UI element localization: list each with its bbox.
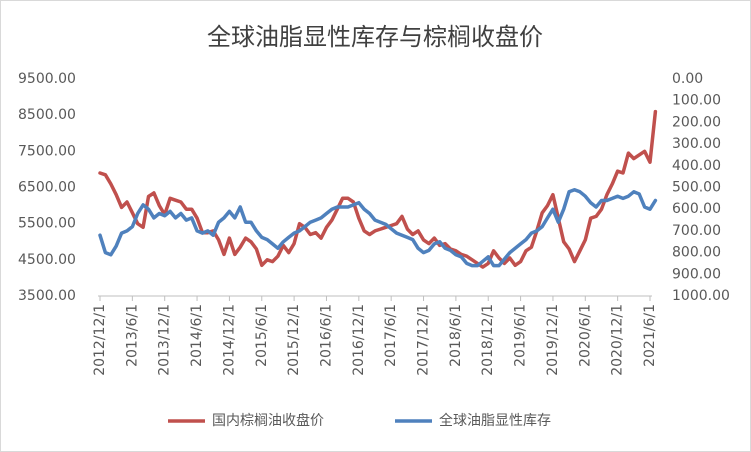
y2-tick-label: 400.00 [672, 158, 721, 174]
x-tick-label: 2014/12/1 [221, 304, 237, 376]
series-line [98, 109, 658, 269]
x-tick-label: 2017/6/1 [383, 304, 399, 367]
x-tick-label: 2021/6/1 [642, 304, 658, 367]
x-tick-label: 2020/12/1 [610, 304, 626, 376]
x-tick-label: 2013/6/1 [124, 304, 140, 367]
y2-tick-label: 1000.00 [672, 288, 730, 304]
y2-tick-label: 0.00 [672, 71, 703, 87]
x-tick-label: 2020/6/1 [577, 304, 593, 367]
x-tick-label: 2017/12/1 [416, 304, 432, 376]
x-tick-label: 2012/12/1 [92, 304, 108, 376]
y2-tick-label: 800.00 [672, 245, 721, 261]
y2-tick-label: 600.00 [672, 201, 721, 217]
x-tick-label: 2016/6/1 [318, 304, 334, 367]
y-tick-label: 6500.00 [18, 180, 76, 196]
x-tick-label: 2019/6/1 [513, 304, 529, 367]
y2-tick-label: 500.00 [672, 180, 721, 196]
legend-label: 全球油脂显性库存 [439, 412, 551, 429]
x-tick-label: 2013/12/1 [157, 304, 173, 376]
y-tick-label: 5500.00 [18, 216, 76, 232]
legend-label: 国内棕榈油收盘价 [212, 412, 324, 429]
series-line [98, 187, 658, 268]
x-tick-label: 2015/12/1 [286, 304, 302, 376]
y2-tick-label: 200.00 [672, 114, 721, 130]
x-tick-label: 2019/12/1 [545, 304, 561, 376]
chart-title: 全球油脂显性库存与棕榈收盘价 [207, 23, 543, 51]
x-tick-label: 2016/12/1 [351, 304, 367, 376]
y2-tick-label: 300.00 [672, 136, 721, 152]
x-tick-label: 2018/6/1 [448, 304, 464, 367]
y-tick-label: 9500.00 [18, 71, 76, 87]
y2-tick-label: 700.00 [672, 223, 721, 239]
y-tick-label: 4500.00 [18, 252, 76, 268]
y2-tick-label: 900.00 [672, 266, 721, 282]
y-tick-label: 8500.00 [18, 107, 76, 123]
y-tick-label: 7500.00 [18, 143, 76, 159]
x-tick-label: 2018/12/1 [480, 304, 496, 376]
x-tick-label: 2014/6/1 [189, 304, 205, 367]
y2-tick-label: 100.00 [672, 93, 721, 109]
y-tick-label: 3500.00 [18, 288, 76, 304]
x-tick-label: 2015/6/1 [254, 304, 270, 367]
